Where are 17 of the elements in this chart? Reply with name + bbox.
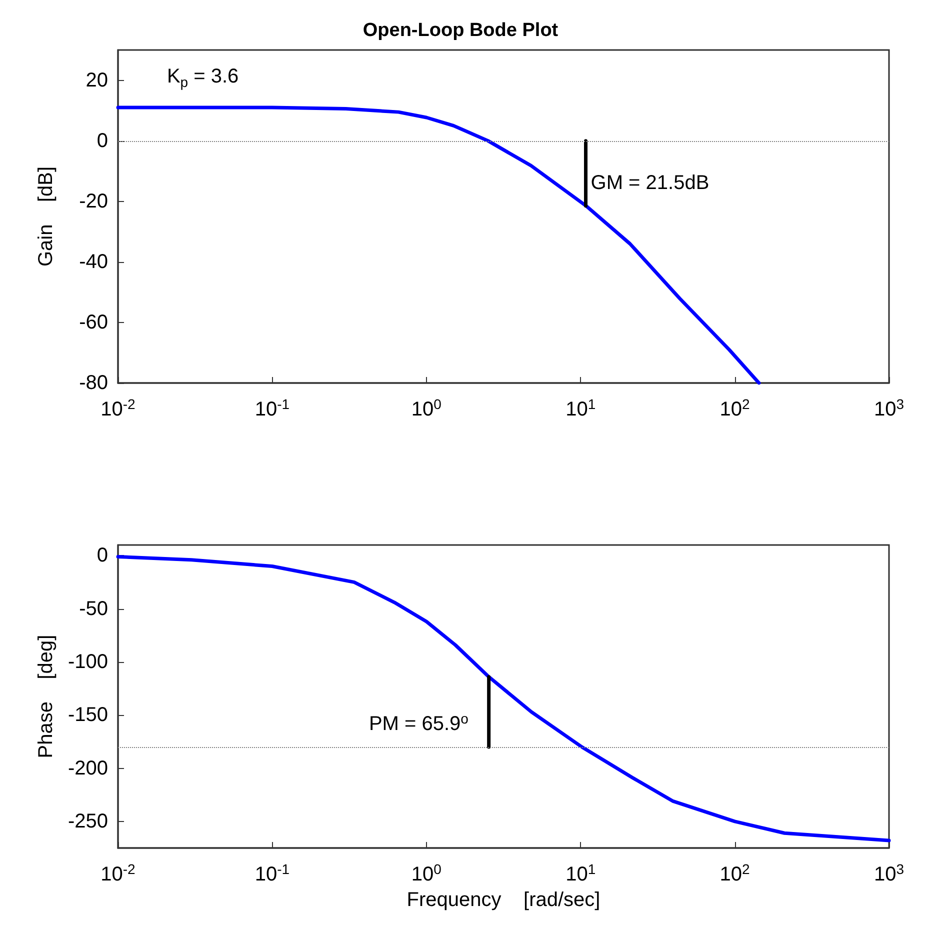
y-axis-title: Phase [deg] [35, 634, 57, 758]
y-tick-label: 20 [86, 69, 108, 92]
annotation: GM = 21.5dB [590, 172, 710, 194]
y-tick-label: 0 [96, 130, 108, 152]
x-axis-title: Frequency [rad/sec] [406, 889, 600, 911]
y-axis-title: Gain [dB] [35, 166, 57, 267]
y-tick-label: -200 [68, 757, 108, 780]
y-tick-label: -50 [79, 598, 108, 620]
y-tick-label: -100 [68, 650, 108, 673]
y-tick-label: -80 [79, 372, 108, 394]
chart-title: Open-Loop Bode Plot [362, 20, 559, 41]
y-tick-label: -60 [79, 311, 108, 334]
y-tick-label: -150 [68, 704, 108, 726]
y-tick-label: -20 [79, 190, 108, 212]
y-tick-label: -40 [79, 250, 108, 273]
y-tick-label: -250 [68, 810, 108, 832]
y-tick-label: 0 [96, 544, 108, 567]
